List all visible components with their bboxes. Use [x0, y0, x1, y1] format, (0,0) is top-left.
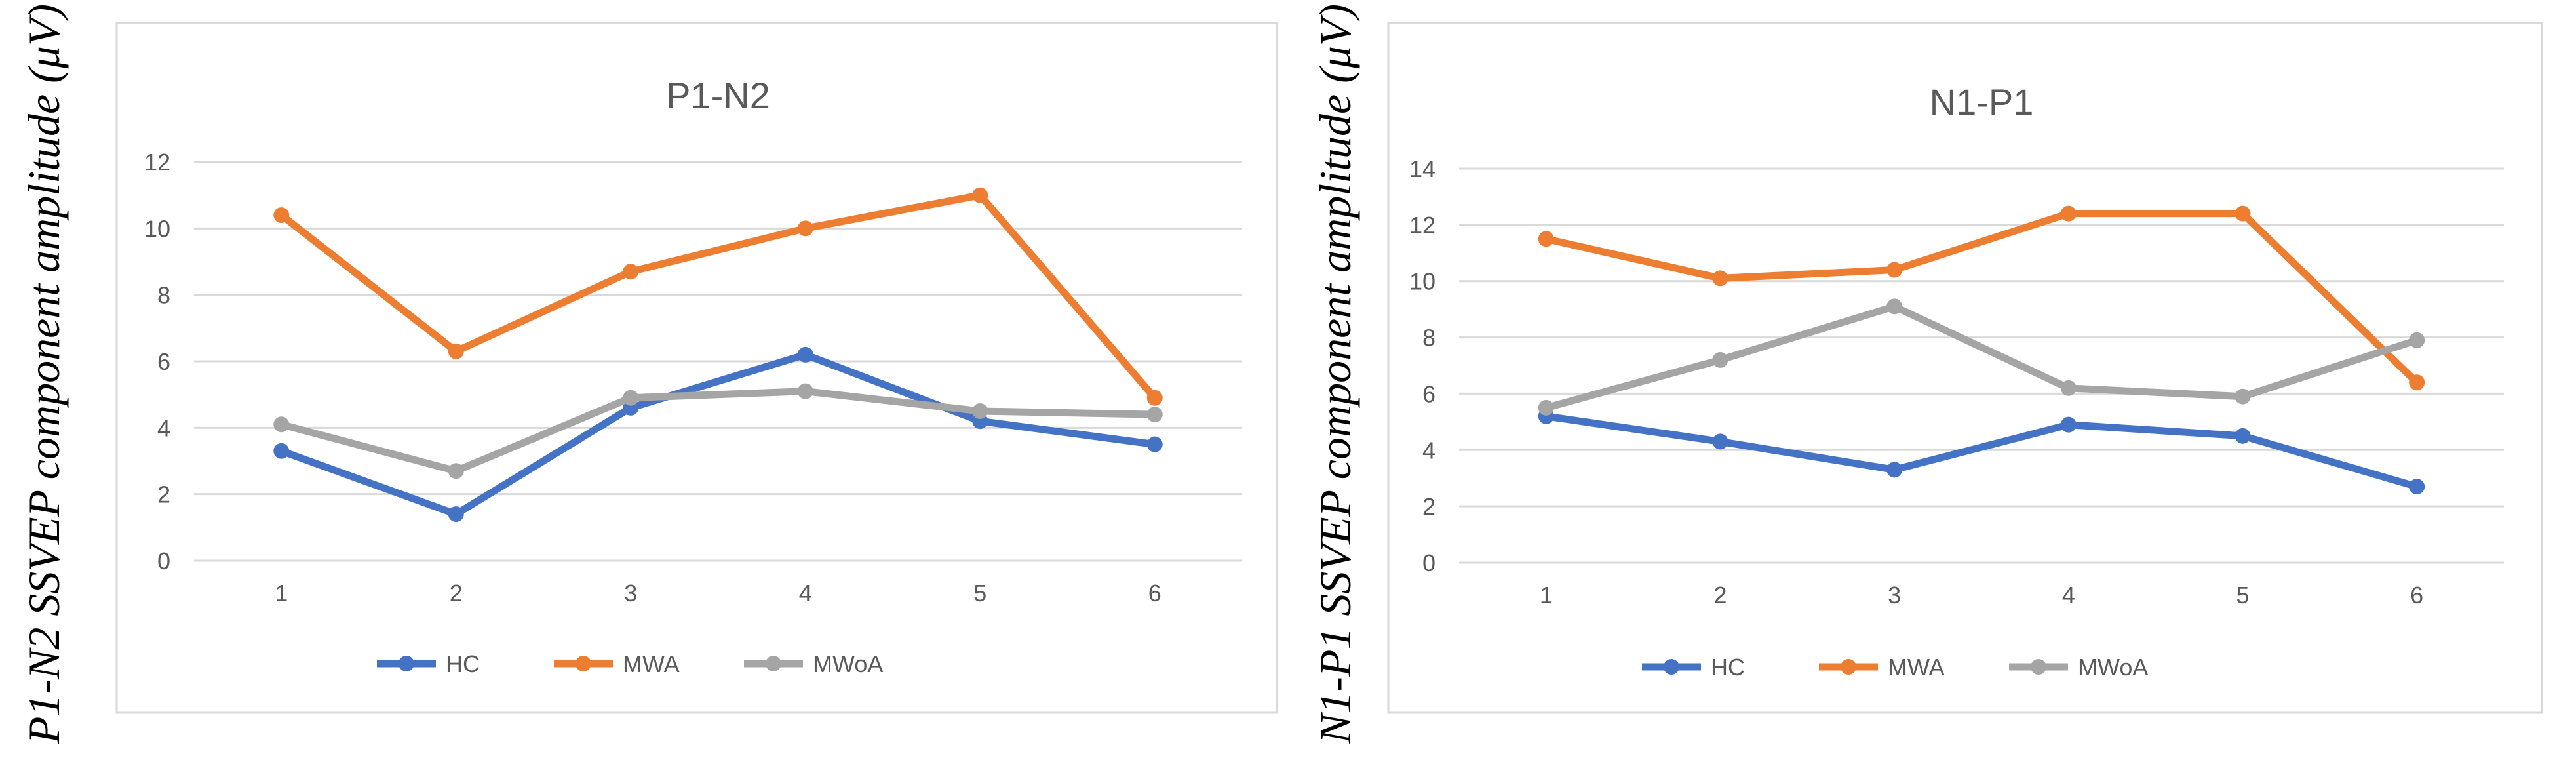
data-point-hc [1146, 436, 1163, 452]
y-tick-label: 10 [1409, 268, 1435, 295]
series-line-mwoa [1542, 302, 2421, 412]
data-point-mwa [797, 220, 813, 237]
data-point-mwoa [2234, 388, 2251, 405]
chart-2: N1-P1 N1-P1 SSVEP component amplitude (μV… [1310, 4, 2543, 744]
data-point-mwa [2060, 205, 2077, 222]
legend-item-hc: HC [377, 650, 480, 677]
y-tick-label: 12 [1409, 212, 1435, 239]
y-tick-label: 6 [1422, 380, 1435, 407]
data-point-mwa [2409, 374, 2425, 391]
data-point-mwoa [2060, 380, 2077, 396]
data-point-mwoa [1146, 407, 1163, 423]
legend-label: MWA [1888, 654, 1945, 681]
x-tick-label: 1 [1540, 582, 1553, 609]
y-axis-label: N1-P1 SSVEP component amplitude (μV) [1310, 4, 1360, 744]
chart-frame [1387, 22, 2543, 714]
data-point-mwa [1538, 231, 1554, 247]
y-tick-label: 8 [1422, 325, 1435, 351]
y-tick-label: 12 [144, 149, 170, 176]
data-point-hc [273, 443, 290, 459]
legend-label: HC [1711, 654, 1745, 681]
chart-frame [115, 22, 1278, 714]
chart-1: P1-N2 P1-N2 SSVEP component amplitude (μV… [19, 4, 1278, 744]
data-point-mwa [448, 343, 464, 359]
x-tick-label: 3 [624, 580, 637, 607]
y-tick-label: 0 [157, 548, 170, 574]
legend-item-mwa: MWA [1819, 654, 1945, 681]
y-axis-label: P1-N2 SSVEP component amplitude (μV) [19, 4, 69, 744]
x-tick-label: 4 [2062, 582, 2075, 609]
y-tick-label: 6 [157, 348, 170, 375]
legend-marker [1841, 659, 1856, 675]
data-point-mwa [273, 207, 290, 224]
data-point-mwoa [2409, 332, 2425, 348]
series-line-hc [277, 351, 1159, 518]
data-point-mwoa [273, 416, 290, 433]
data-point-hc [797, 346, 813, 363]
legend-item-mwoa: MWoA [2009, 654, 2148, 681]
series-line-mwa [1542, 210, 2421, 386]
data-point-mwoa [1712, 351, 1728, 368]
x-tick-label: 6 [1148, 580, 1161, 607]
data-point-hc [1886, 462, 1903, 478]
x-tick-label: 2 [450, 580, 463, 607]
x-tick-label: 4 [799, 580, 812, 607]
data-point-mwa [1146, 390, 1163, 406]
legend-item-mwa: MWA [554, 650, 680, 677]
legend-label: MWoA [813, 650, 883, 677]
data-point-mwa [2234, 205, 2251, 222]
legend-marker [766, 656, 781, 671]
legend-label: HC [446, 650, 480, 677]
legend-label: MWA [623, 650, 680, 677]
y-tick-label: 14 [1409, 155, 1435, 182]
y-tick-label: 8 [157, 282, 170, 309]
data-point-mwa [623, 264, 639, 280]
data-point-mwoa [448, 463, 464, 479]
data-point-mwoa [1886, 298, 1903, 315]
legend-item-hc: HC [1642, 654, 1745, 681]
legend-marker [2031, 659, 2046, 675]
x-tick-label: 2 [1713, 582, 1727, 609]
data-point-hc [2234, 428, 2251, 444]
data-point-mwoa [972, 403, 988, 419]
series-line-hc [1542, 412, 2421, 490]
chart-title: N1-P1 [1930, 81, 2034, 123]
data-point-mwoa [797, 383, 813, 399]
data-point-mwa [1886, 262, 1903, 278]
legend-item-mwoa: MWoA [744, 650, 883, 677]
y-tick-label: 4 [1422, 437, 1435, 464]
legend-label: MWoA [2078, 654, 2148, 681]
x-tick-label: 5 [973, 580, 986, 607]
x-tick-label: 1 [275, 580, 288, 607]
x-tick-label: 6 [2410, 582, 2423, 609]
data-point-mwa [972, 187, 988, 203]
series-line-mwa [277, 191, 1159, 402]
legend-marker [1664, 659, 1679, 675]
series-line-mwoa [277, 388, 1159, 475]
x-tick-label: 3 [1888, 582, 1901, 609]
data-point-hc [2060, 416, 2077, 433]
y-tick-label: 10 [144, 215, 170, 242]
y-tick-label: 2 [1422, 493, 1435, 520]
y-tick-label: 0 [1422, 550, 1435, 576]
y-tick-label: 2 [157, 481, 170, 508]
data-point-mwa [1712, 270, 1728, 287]
data-point-hc [2409, 479, 2425, 495]
legend-marker [576, 656, 591, 671]
data-point-hc [1712, 433, 1728, 450]
legend-marker [399, 656, 414, 671]
data-point-mwoa [623, 390, 639, 406]
data-point-hc [448, 506, 464, 523]
data-point-mwoa [1538, 399, 1554, 416]
x-tick-label: 5 [2236, 582, 2249, 609]
y-tick-label: 4 [157, 414, 170, 441]
chart-title: P1-N2 [666, 75, 770, 116]
